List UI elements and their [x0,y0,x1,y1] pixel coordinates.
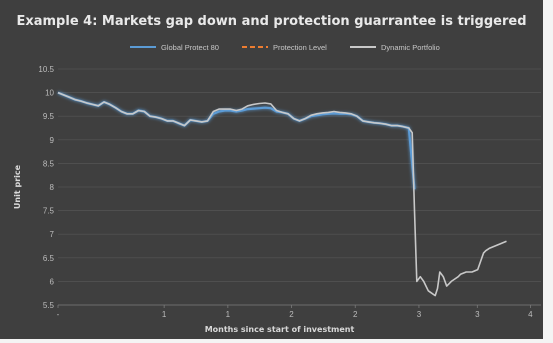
x-tick-label: 2 [289,310,294,319]
y-axis-ticks: 5.5 6 6.5 7 7.5 8 8.5 9 9.5 10 10.5 [38,65,54,310]
x-tick-label: 3 [475,310,480,319]
y-tick-label: 9 [50,136,55,145]
y-tick-label: 5.5 [43,301,55,310]
x-tick-label: 3 [417,310,422,319]
x-tick-label: 2 [353,310,358,319]
y-tick-label: 10 [45,89,54,98]
legend-label: Global Protect 80 [161,43,219,52]
y-tick-label: 10.5 [38,65,54,74]
x-axis-title: Months since start of investment [205,325,355,334]
chart-panel [0,0,543,339]
y-tick-label: 9.5 [43,112,55,121]
y-tick-label: 8 [50,183,55,192]
x-tick-label: 1 [226,310,231,319]
legend: Global Protect 80 Protection Level Dynamic… [130,43,440,52]
legend-label: Protection Level [273,43,327,52]
x-axis-ticks: - 1 1 2 2 3 3 4 [57,305,533,319]
y-tick-label: 6 [50,277,55,286]
x-tick-label: 1 [162,310,167,319]
legend-label: Dynamic Portfolio [381,43,440,52]
y-tick-label: 7 [50,230,55,239]
series-lines [57,91,507,297]
x-tick-label: - [57,310,60,319]
y-tick-label: 6.5 [43,254,55,263]
y-axis-title: Unit price [13,164,22,209]
series-dynamic-portfolio [57,91,507,297]
chart-title: Example 4: Markets gap down and protecti… [16,14,527,29]
series-global-protect-80 [57,91,416,190]
y-tick-label: 8.5 [43,159,55,168]
x-tick-label: 4 [528,310,533,319]
y-tick-label: 7.5 [43,207,55,216]
